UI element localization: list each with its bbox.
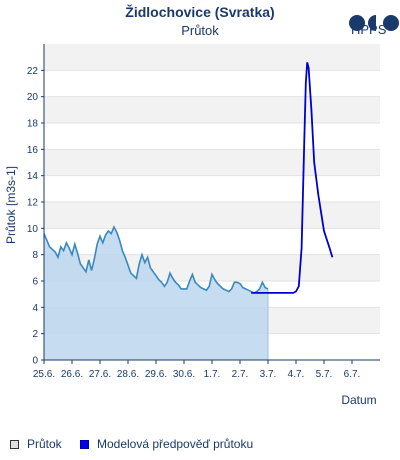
chart-title: Židlochovice (Svratka) <box>125 4 275 20</box>
grid-band <box>44 149 380 176</box>
y-tick-label: 12 <box>27 198 39 209</box>
flow-chart: 0 2 4 6 8 10 12 14 16 18 20 22 25.6. 26.6. 27.6. 28.6.… <box>4 44 380 407</box>
legend-item-forecast: Modelová předpověď průtoku <box>80 437 253 451</box>
legend-label-observed: Průtok <box>27 437 62 451</box>
hpps-logo-text: HPPS <box>351 22 387 37</box>
forecast-flow-line <box>251 62 334 294</box>
grid-band <box>44 175 380 202</box>
x-tick-labels: 25.6. 26.6. 27.6. 28.6. 29.6. 30.6. 1.7. 2.7. 3.… <box>33 360 360 380</box>
y-tick-labels: 0 2 4 6 8 10 12 14 16 18 20 22 <box>27 66 44 367</box>
y-tick-label: 14 <box>27 171 39 182</box>
y-tick-label: 10 <box>27 224 39 235</box>
x-tick-label: 3.7. <box>260 369 277 380</box>
legend-item-observed: Průtok <box>10 437 62 451</box>
x-tick-label: 5.7. <box>316 369 333 380</box>
hpps-logo-icon <box>349 15 399 31</box>
x-tick-label: 2.7. <box>232 369 249 380</box>
x-tick-label: 27.6. <box>89 369 111 380</box>
x-tick-label: 29.6. <box>145 369 167 380</box>
observed-flow-line <box>43 225 269 294</box>
legend-swatch-forecast <box>80 439 89 449</box>
y-tick-label: 18 <box>27 119 39 130</box>
x-tick-label: 25.6. <box>33 369 55 380</box>
forecast-line-path <box>251 62 334 294</box>
observed-area-fill <box>44 227 268 360</box>
observed-flow-area <box>44 227 269 360</box>
grid-band <box>44 96 380 123</box>
y-axis-label: Průtok [m3s-1] <box>4 166 18 244</box>
legend-swatch-observed <box>10 439 19 449</box>
y-tick-label: 20 <box>27 92 39 103</box>
y-tick-label: 16 <box>27 145 39 156</box>
y-tick-label: 8 <box>32 250 38 261</box>
y-tick-label: 4 <box>32 303 38 314</box>
x-tick-label: 1.7. <box>204 369 221 380</box>
grid-band <box>44 70 380 97</box>
y-tick-label: 2 <box>32 329 38 340</box>
y-tick-label: 22 <box>27 66 39 77</box>
y-tick-label: 6 <box>32 277 38 288</box>
x-tick-label: 28.6. <box>117 369 139 380</box>
grid-band <box>44 202 380 229</box>
legend-label-forecast: Modelová předpověď průtoku <box>97 437 254 451</box>
grid-band <box>44 44 380 71</box>
x-axis-label: Datum <box>341 393 376 407</box>
x-tick-label: 30.6. <box>173 369 195 380</box>
observed-line-path <box>43 225 269 294</box>
y-tick-label: 0 <box>32 356 38 367</box>
x-tick-label: 26.6. <box>61 369 83 380</box>
grid-band <box>44 123 380 150</box>
x-tick-label: 6.7. <box>344 369 361 380</box>
x-tick-label: 4.7. <box>288 369 305 380</box>
chart-subtitle: Průtok <box>181 23 219 38</box>
